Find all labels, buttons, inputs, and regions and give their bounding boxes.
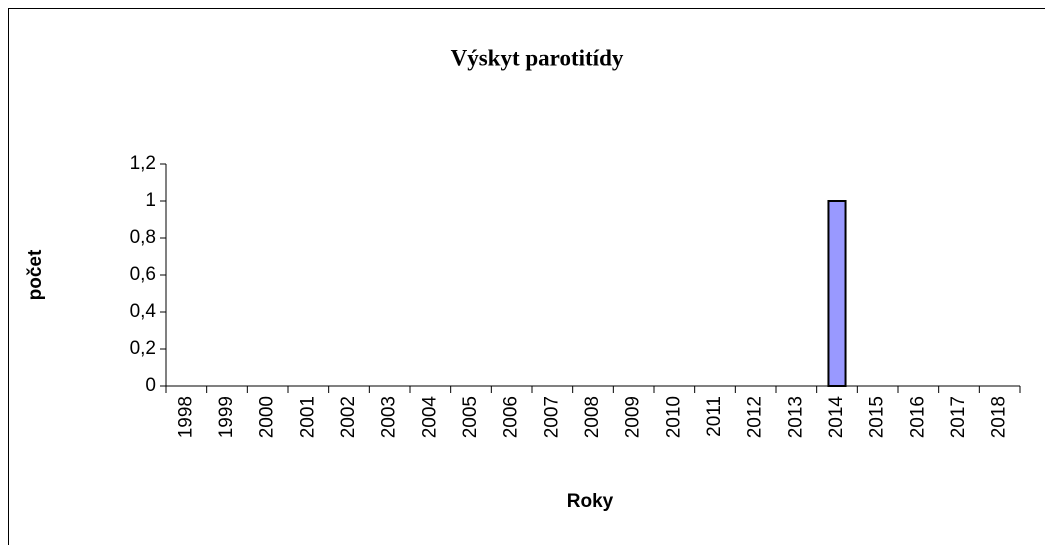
y-tick-label: 0,2 [130,338,156,359]
x-tick-label: 2011 [704,396,725,437]
x-tick-label: 1999 [216,396,237,438]
x-tick-label: 2003 [379,396,400,438]
x-tick-label: 2004 [419,396,440,439]
x-tick-label: 2010 [663,396,684,438]
x-tick-label: 2015 [867,396,888,438]
x-tick-label: 2005 [460,396,481,438]
x-tick-label: 2016 [907,396,928,438]
x-tick-label: 2002 [338,396,359,438]
x-tick-label: 2009 [623,396,644,438]
x-tick-label: 2018 [989,396,1010,438]
y-axis-title: počet [25,249,46,300]
y-tick-label: 1 [145,190,156,211]
chart-title: Výskyt parotitídy [451,45,624,70]
y-tick-label: 0,6 [130,264,156,285]
x-tick-label: 2017 [948,396,969,438]
x-tick-label: 1998 [175,396,196,438]
y-tick-label: 0,4 [130,301,157,322]
y-tick-label: 1,2 [130,153,156,174]
x-tick-label: 2006 [501,396,522,438]
x-tick-label: 2014 [826,396,847,439]
x-tick-label: 2013 [785,396,806,438]
x-axis-title: Roky [567,491,614,512]
x-tick-label: 2008 [582,396,603,438]
bar [827,200,847,387]
x-tick-label: 2000 [257,396,278,438]
x-tick-label: 2001 [297,396,318,438]
x-tick-label: 2012 [745,396,766,438]
y-tick-label: 0 [145,375,156,396]
y-tick-label: 0,8 [130,227,156,248]
x-tick-label: 2007 [541,396,562,438]
chart-border [8,8,1045,545]
